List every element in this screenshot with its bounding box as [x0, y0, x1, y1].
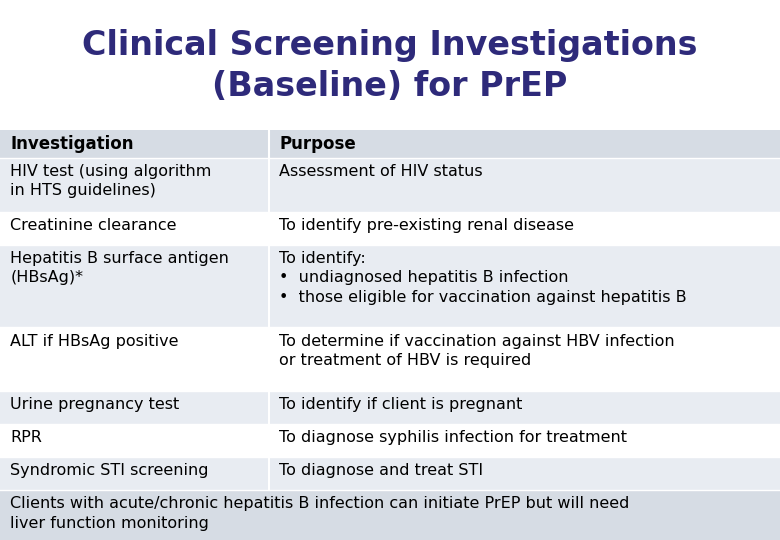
Text: Clinical Screening Investigations: Clinical Screening Investigations — [82, 29, 698, 63]
Text: (Baseline) for PrEP: (Baseline) for PrEP — [212, 70, 568, 103]
Text: Hepatitis B surface antigen
(HBsAg)*: Hepatitis B surface antigen (HBsAg)* — [10, 251, 229, 286]
Bar — [0, 391, 780, 424]
Text: RPR: RPR — [10, 430, 42, 445]
Text: Creatinine clearance: Creatinine clearance — [10, 218, 176, 233]
Bar — [0, 130, 780, 158]
Text: HIV test (using algorithm
in HTS guidelines): HIV test (using algorithm in HTS guideli… — [10, 164, 211, 198]
Text: To determine if vaccination against HBV infection
or treatment of HBV is require: To determine if vaccination against HBV … — [279, 334, 675, 368]
Bar — [0, 457, 780, 490]
Text: To diagnose and treat STI: To diagnose and treat STI — [279, 463, 484, 478]
Bar — [0, 245, 780, 327]
Text: To identify pre-existing renal disease: To identify pre-existing renal disease — [279, 218, 574, 233]
Bar — [0, 212, 780, 245]
Text: Investigation: Investigation — [10, 134, 133, 153]
Bar — [0, 490, 780, 540]
Text: To diagnose syphilis infection for treatment: To diagnose syphilis infection for treat… — [279, 430, 627, 445]
Bar — [0, 424, 780, 457]
Text: Syndromic STI screening: Syndromic STI screening — [10, 463, 208, 478]
Text: ALT if HBsAg positive: ALT if HBsAg positive — [10, 334, 179, 349]
Bar — [0, 327, 780, 391]
Text: Assessment of HIV status: Assessment of HIV status — [279, 164, 483, 179]
Bar — [0, 158, 780, 212]
Text: Clients with acute/chronic hepatitis B infection can initiate PrEP but will need: Clients with acute/chronic hepatitis B i… — [10, 496, 629, 531]
Text: Purpose: Purpose — [279, 134, 356, 153]
Text: To identify:
•  undiagnosed hepatitis B infection
•  those eligible for vaccinat: To identify: • undiagnosed hepatitis B i… — [279, 251, 687, 305]
Text: To identify if client is pregnant: To identify if client is pregnant — [279, 397, 523, 413]
Text: Urine pregnancy test: Urine pregnancy test — [10, 397, 179, 413]
